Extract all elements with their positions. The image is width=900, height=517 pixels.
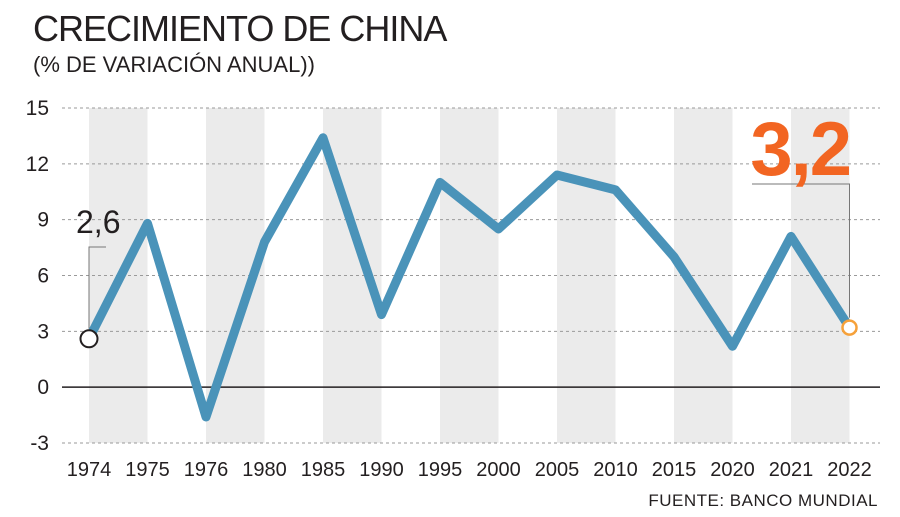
x-tick-label: 1995 (418, 459, 463, 481)
chart-subtitle: (% DE VARIACIÓN ANUAL)) (33, 52, 315, 77)
annotation-leader-start (88, 246, 106, 329)
x-tick-label: 2010 (593, 459, 638, 481)
y-tick-label: 3 (37, 320, 49, 343)
data-point-start (79, 329, 99, 349)
annotation-end-value: 3,2 (750, 107, 850, 192)
y-tick-label: -3 (30, 432, 49, 455)
annotation-start-value: 2,6 (76, 204, 120, 240)
x-tick-label: 1976 (184, 459, 229, 481)
y-tick-label: 6 (37, 265, 49, 288)
source-note: FUENTE: BANCO MUNDIAL (648, 491, 878, 510)
x-tick-label: 1980 (242, 459, 287, 481)
x-tick-label: 1974 (67, 459, 112, 481)
y-tick-label: 15 (26, 97, 49, 120)
x-tick-label: 2000 (476, 459, 521, 481)
x-tick-label: 1990 (359, 459, 404, 481)
series-line (84, 133, 854, 422)
x-tick-label: 1985 (301, 459, 346, 481)
y-tick-label: 9 (37, 209, 49, 232)
x-tick-label: 2022 (827, 459, 872, 481)
x-tick-label: 2020 (710, 459, 755, 481)
x-tick-label: 2021 (769, 459, 814, 481)
y-tick-label: 12 (26, 153, 49, 176)
chart-title: CRECIMIENTO DE CHINA (33, 8, 447, 49)
y-tick-label: 0 (37, 376, 49, 399)
x-tick-label: 2015 (652, 459, 697, 481)
x-tick-label: 1975 (125, 459, 170, 481)
x-tick-label: 2005 (535, 459, 580, 481)
annotation-leader-end (752, 183, 850, 318)
data-point-end (841, 319, 858, 336)
